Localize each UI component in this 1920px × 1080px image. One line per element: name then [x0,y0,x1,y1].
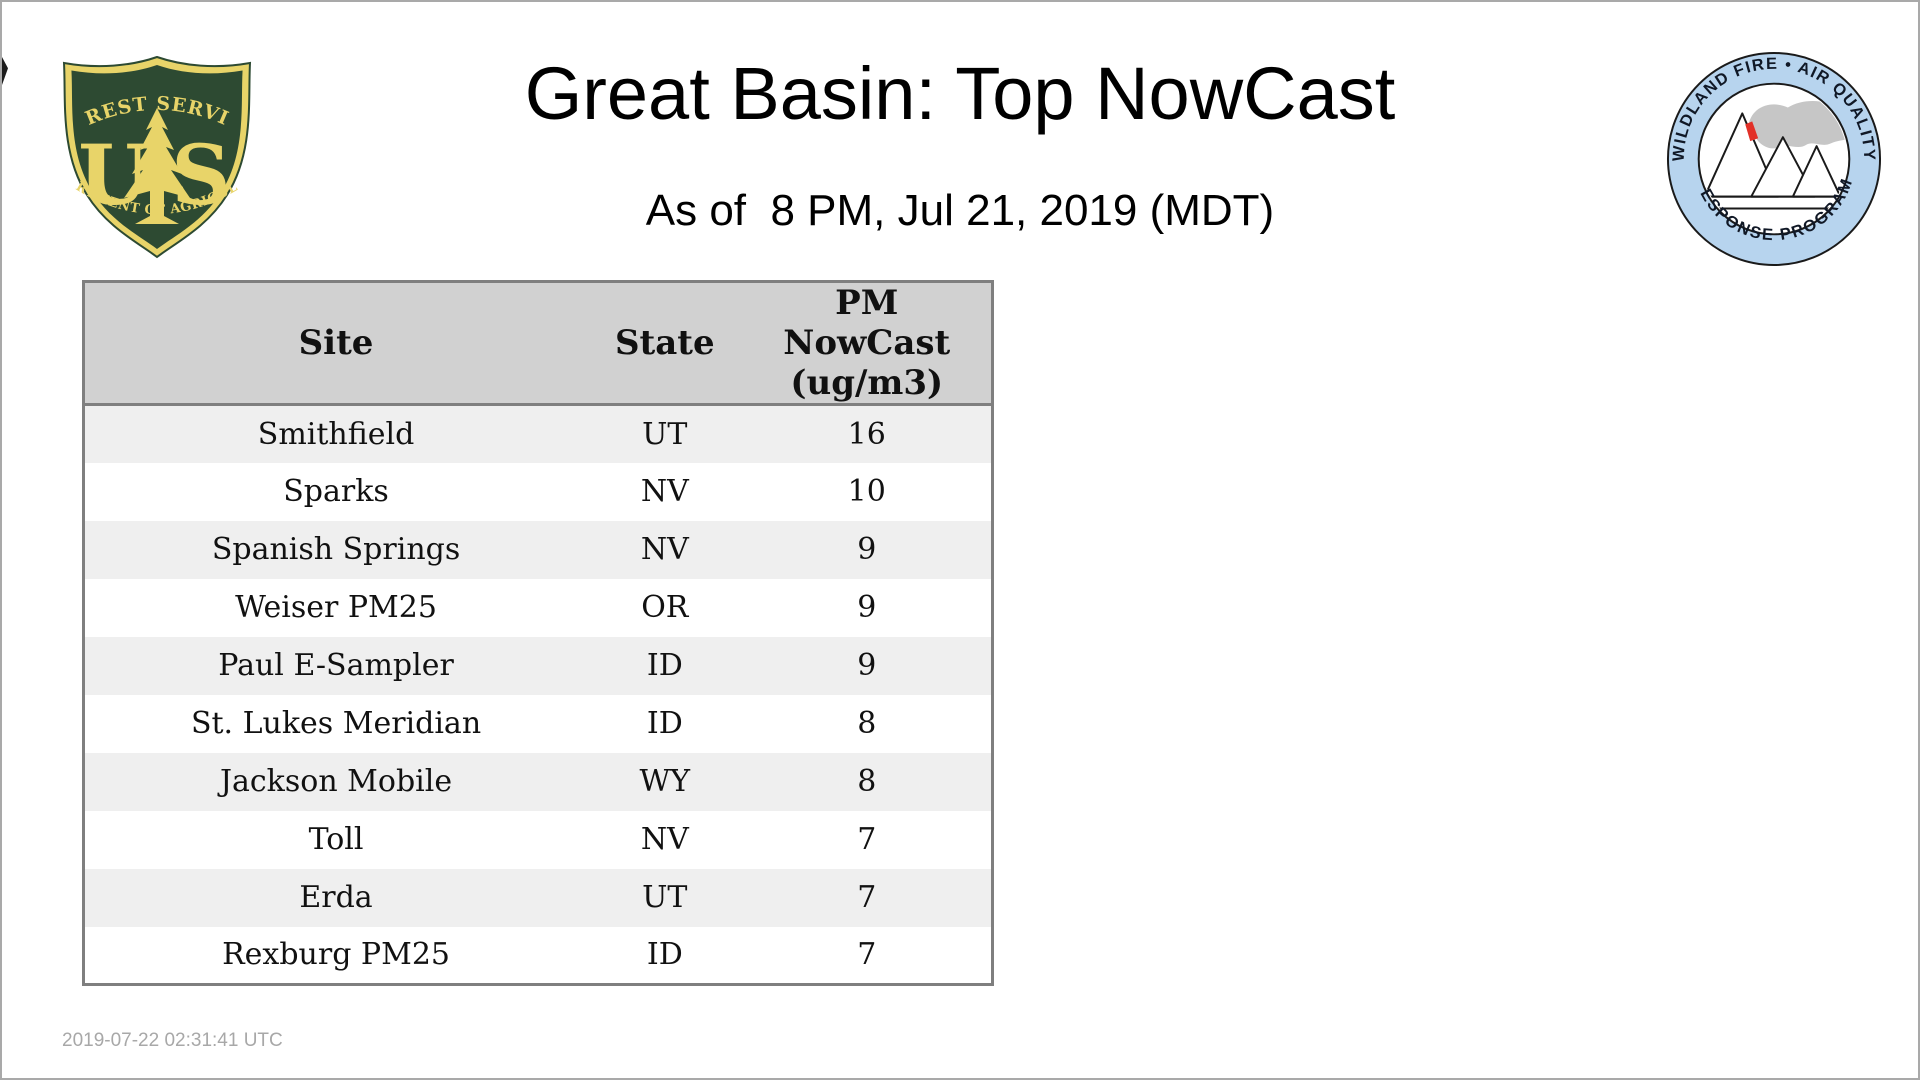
page-title: Great Basin: Top NowCast [524,52,1396,135]
nowcast-table: Site State PM NowCast (ug/m3) Smithfield… [82,280,994,986]
pm-cell: 7 [857,937,877,973]
site-cell: Smithfield [257,416,415,452]
pm-cell: 9 [857,532,877,567]
table-row: Toll NV 7 [83,810,993,869]
state-cell: NV [640,822,689,857]
column-header-state: State [587,281,743,406]
table-row: Spanish Springs NV 9 [83,520,993,579]
forest-service-letter-s: S [171,128,230,224]
site-cell: Rexburg PM25 [222,937,451,973]
site-cell: Toll [308,822,364,857]
pm-cell: 9 [857,648,877,683]
flame-mark-icon [1745,121,1759,142]
state-cell: UT [642,416,688,452]
pm-cell: 8 [857,764,877,799]
pm-cell: 7 [857,880,877,915]
state-cell: UT [642,880,688,915]
forest-service-letter-u: U [78,128,150,224]
site-cell: Weiser PM25 [235,590,437,625]
smoke-plume-icon [1748,101,1848,149]
state-cell: OR [641,590,689,625]
pm-cell: 7 [857,822,877,857]
table-header-row: Site State PM NowCast (ug/m3) [83,281,993,406]
table-row: Erda UT 7 [83,868,993,927]
site-cell: Sparks [283,474,389,509]
wildland-fire-air-quality-logo-icon: WILDLAND FIRE • AIR QUALITY RESPONSE PRO… [1665,50,1882,267]
pm-cell: 8 [857,706,877,741]
state-cell: ID [646,648,683,683]
state-cell: ID [646,706,683,741]
pm-header-line3: (ug/m3) [790,363,944,403]
state-cell: ID [646,937,683,973]
pm-cell: 9 [857,590,877,625]
column-header-site: Site [83,281,588,406]
screen-edge-artifact [2,57,8,85]
table-row: Weiser PM25 OR 9 [83,578,993,637]
table-row: Rexburg PM25 ID 7 [83,926,993,985]
site-cell: Paul E-Sampler [218,648,454,683]
forest-service-logo-icon: FOREST SERVICE U S DEPARTMENT OF AGRICUL… [54,52,252,259]
state-cell: NV [640,474,689,509]
pm-cell: 16 [847,416,886,452]
site-cell: Spanish Springs [211,532,461,567]
state-cell: WY [639,764,691,799]
page-subtitle: As of 8 PM, Jul 21, 2019 (MDT) [645,186,1275,235]
column-header-pm-nowcast: PM NowCast (ug/m3) [742,281,993,406]
state-cell: NV [640,532,689,567]
pm-header-line1: PM [835,283,899,323]
site-cell: Jackson Mobile [219,764,453,799]
pm-header-line2: NowCast [783,323,951,363]
table-row: Smithfield UT 16 [83,404,993,463]
table-row: Paul E-Sampler ID 9 [83,636,993,695]
site-cell: St. Lukes Meridian [190,706,482,741]
table-row: St. Lukes Meridian ID 8 [83,694,993,753]
table-row: Jackson Mobile WY 8 [83,752,993,811]
pine-tree-icon [124,108,190,224]
generated-timestamp: 2019-07-22 02:31:41 UTC [62,1030,283,1051]
pm-cell: 10 [847,474,886,509]
table-row: Sparks NV 10 [83,462,993,521]
site-cell: Erda [299,880,373,915]
mountains-icon [1703,112,1842,198]
